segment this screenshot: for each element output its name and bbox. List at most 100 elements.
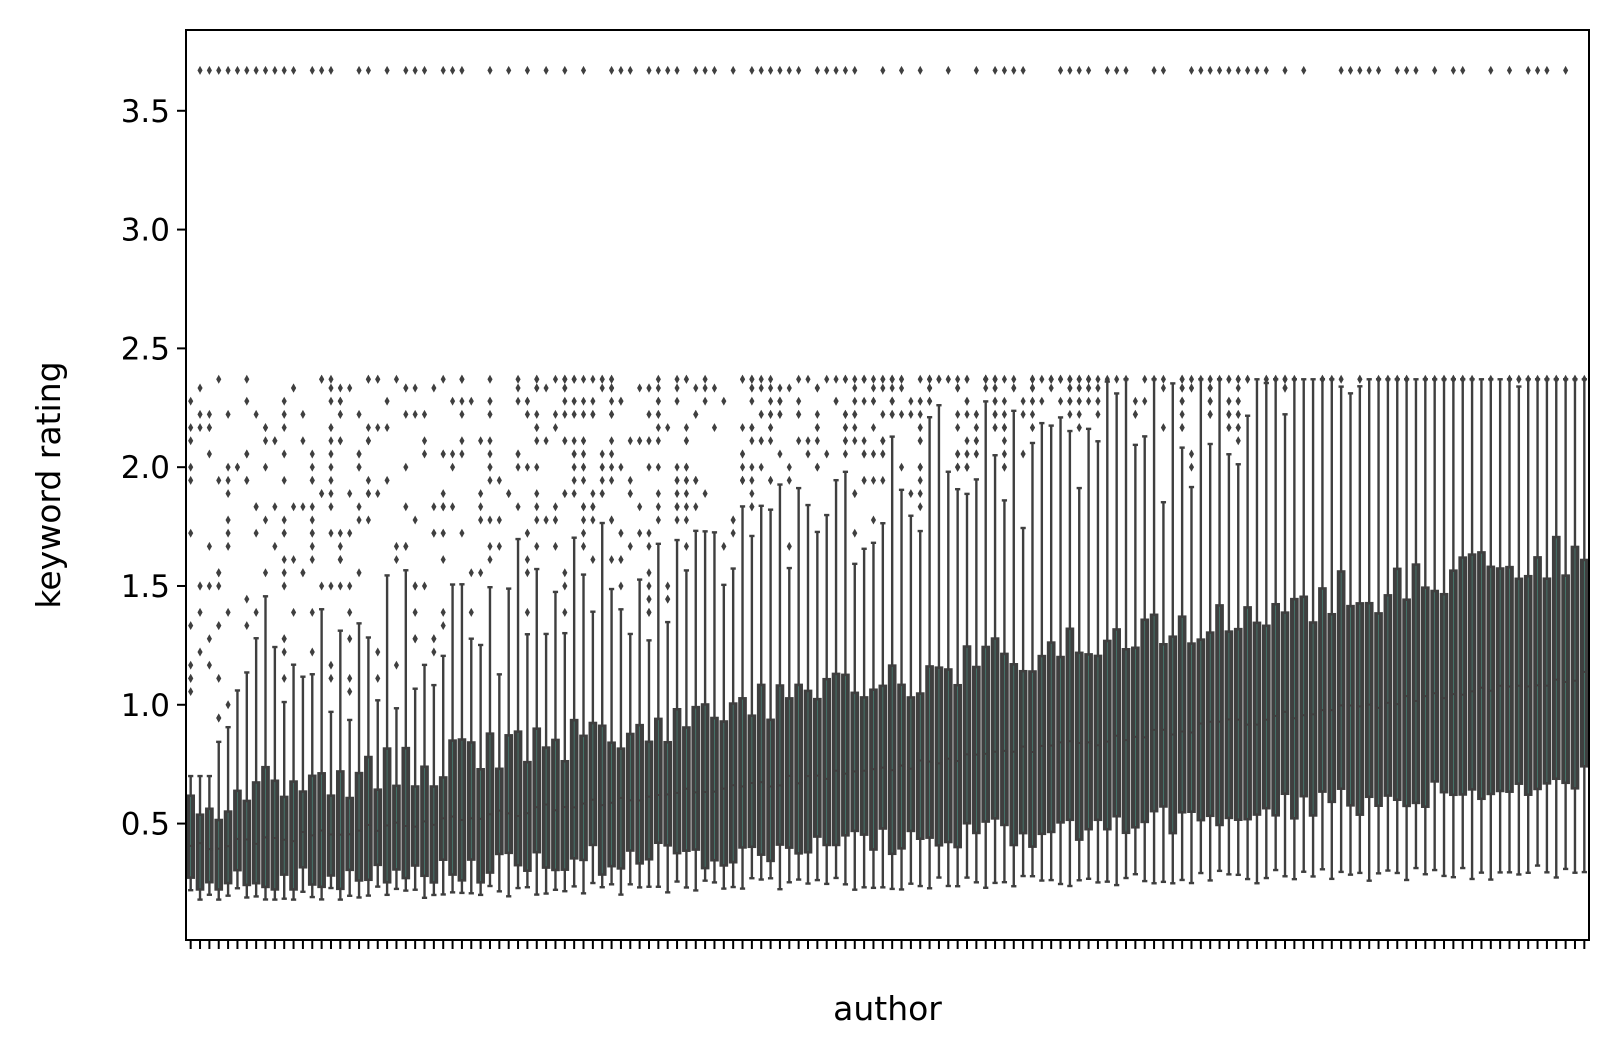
box-group <box>934 374 944 879</box>
outlier-point <box>309 647 315 657</box>
outlier-point <box>1076 65 1082 75</box>
box-group <box>990 65 1000 885</box>
outlier-point <box>1245 374 1251 384</box>
box-group <box>635 383 644 889</box>
outlier-point <box>281 449 287 459</box>
outlier-point <box>683 515 689 525</box>
outlier-point <box>674 65 680 75</box>
box-group <box>223 65 233 897</box>
box-group <box>1505 65 1514 874</box>
outlier-point <box>880 65 886 75</box>
box-group <box>869 374 878 890</box>
outlier-point <box>880 383 886 393</box>
outlier-point <box>702 396 708 406</box>
box-group <box>1140 374 1150 883</box>
outlier-point <box>749 489 755 499</box>
outlier-point <box>1160 65 1166 75</box>
outlier-point <box>375 647 381 657</box>
outliers <box>1020 65 1026 459</box>
outlier-point <box>534 502 540 512</box>
outlier-point <box>599 489 605 499</box>
outlier-point <box>627 475 633 485</box>
outlier-point <box>992 374 998 384</box>
outliers <box>1413 65 1419 75</box>
outlier-point <box>618 555 624 565</box>
box-group <box>1308 378 1318 878</box>
outlier-point <box>655 436 661 446</box>
outlier-point <box>300 409 306 419</box>
outlier-point <box>945 65 951 75</box>
box-group <box>756 65 766 881</box>
box-group <box>1420 374 1430 876</box>
outlier-point <box>197 409 203 419</box>
outlier-point <box>281 409 287 419</box>
outlier-point <box>365 515 371 525</box>
outlier-point <box>1216 374 1223 384</box>
outlier-point <box>1460 374 1466 384</box>
outlier-point <box>992 423 998 433</box>
outlier-point <box>917 423 923 433</box>
outlier-point <box>768 409 774 419</box>
outliers <box>1460 65 1466 384</box>
outlier-point <box>515 396 521 406</box>
outlier-point <box>1291 374 1297 384</box>
box-group <box>1533 65 1542 867</box>
outlier-point <box>206 660 212 670</box>
outlier-point <box>609 449 615 459</box>
outlier-point <box>889 374 895 384</box>
box-group <box>1056 65 1065 886</box>
outlier-point <box>197 383 203 393</box>
box-group <box>850 65 860 891</box>
outlier-point <box>440 502 446 512</box>
outlier-point <box>711 383 718 393</box>
box-group <box>1290 374 1299 881</box>
outlier-point <box>917 374 923 384</box>
outliers <box>1347 65 1354 75</box>
outlier-point <box>188 436 194 446</box>
outliers <box>1301 65 1307 75</box>
outliers <box>1469 374 1475 384</box>
outlier-point <box>384 396 390 406</box>
outliers <box>1338 65 1344 384</box>
outlier-point <box>244 475 250 485</box>
outlier-point <box>309 462 315 472</box>
outlier-point <box>1245 65 1251 75</box>
outlier-point <box>1375 374 1382 384</box>
outlier-point <box>1029 423 1036 433</box>
box-group <box>1542 65 1552 874</box>
box-group <box>569 374 579 888</box>
box-group <box>1243 65 1252 881</box>
outlier-point <box>403 65 409 75</box>
box-group <box>476 436 485 897</box>
outlier-point <box>627 541 633 551</box>
outlier-point <box>440 374 446 384</box>
box-group <box>523 65 532 889</box>
outlier-point <box>1076 423 1082 433</box>
outlier-point <box>749 475 755 485</box>
outliers <box>1263 65 1269 384</box>
outlier-point <box>870 475 877 485</box>
box-group <box>691 65 701 892</box>
box-group <box>1355 65 1365 875</box>
outlier-point <box>309 449 315 459</box>
outlier-point <box>1086 383 1092 393</box>
box-group <box>1449 65 1458 879</box>
outlier-point <box>403 541 409 551</box>
outlier-point <box>253 502 259 512</box>
outliers <box>384 65 390 485</box>
outlier-point <box>309 607 315 617</box>
outlier-point <box>711 423 718 433</box>
outlier-point <box>870 515 877 525</box>
box-group <box>682 374 691 889</box>
outlier-point <box>281 568 287 578</box>
box-group <box>289 65 298 901</box>
outlier-point <box>749 423 755 433</box>
outlier-point <box>216 568 222 578</box>
outlier-point <box>1544 374 1550 384</box>
outliers <box>721 396 727 551</box>
outliers <box>225 65 231 710</box>
outliers <box>1404 65 1410 384</box>
outlier-point <box>188 660 194 670</box>
outlier-point <box>197 423 203 433</box>
outlier-point <box>262 423 269 433</box>
